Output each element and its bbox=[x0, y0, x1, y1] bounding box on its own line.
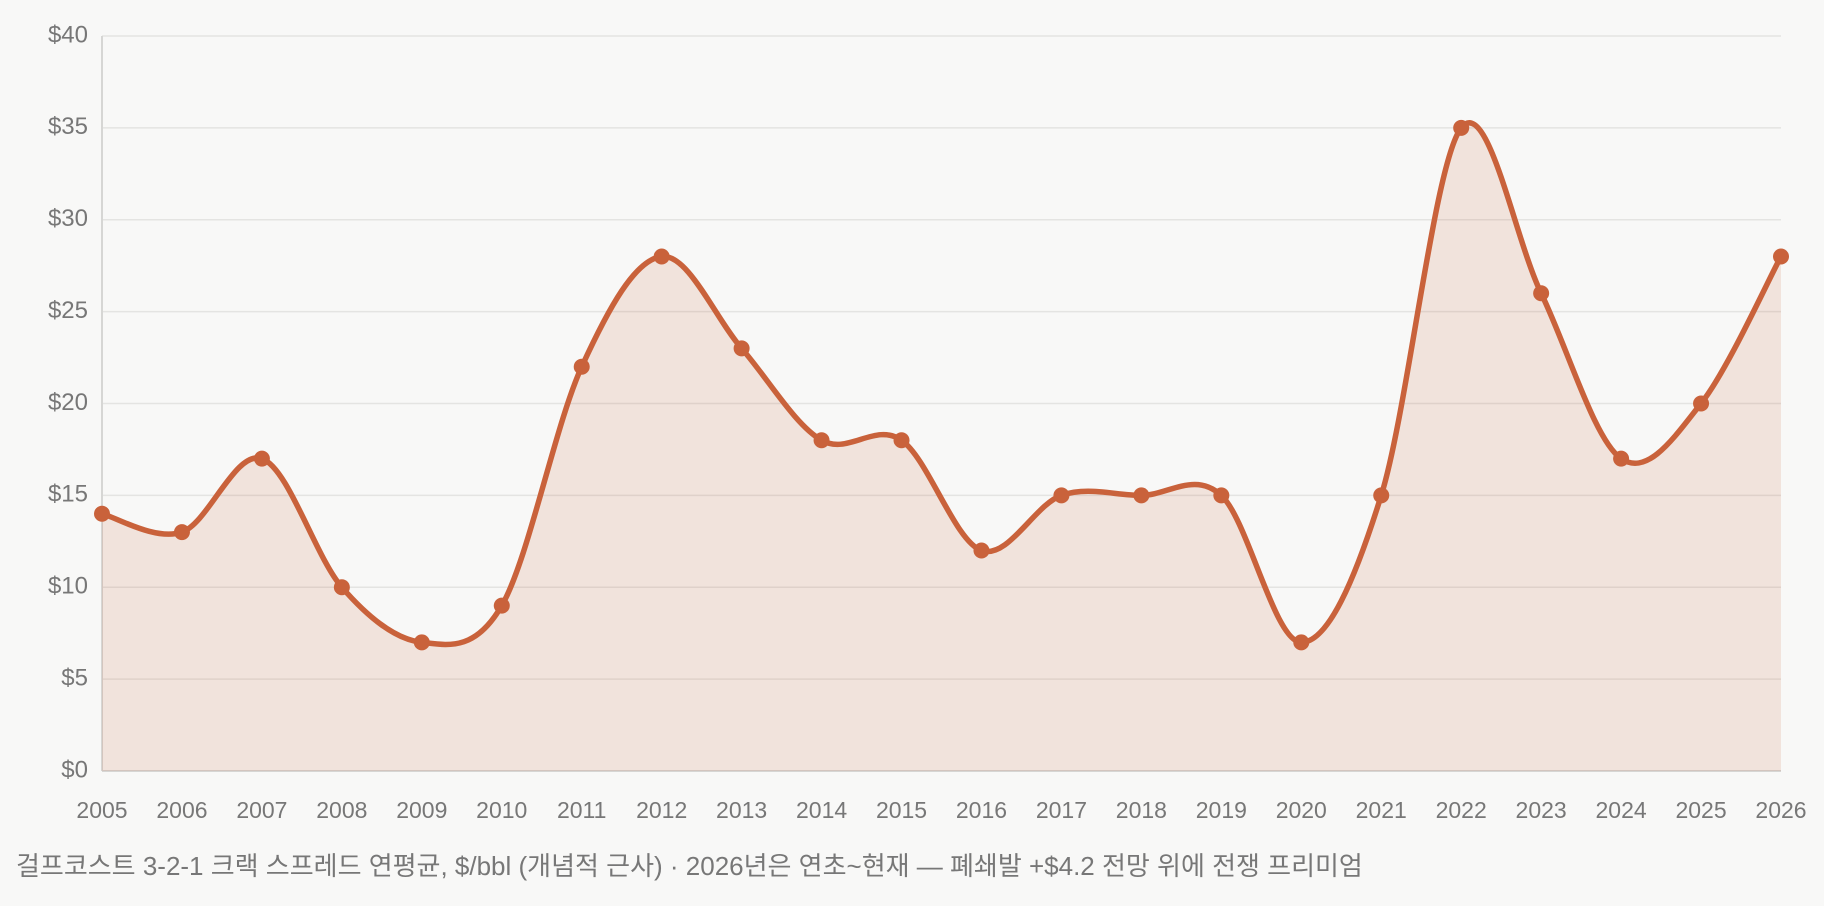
point bbox=[573, 358, 590, 375]
x-tick-label: 2008 bbox=[316, 797, 367, 823]
x-tick-label: 2024 bbox=[1596, 797, 1647, 823]
chart-caption: 걸프코스트 3-2-1 크랙 스프레드 연평균, $/bbl (개념적 근사) … bbox=[16, 851, 1363, 881]
x-tick-label: 2017 bbox=[1036, 797, 1087, 823]
point bbox=[973, 542, 990, 559]
point bbox=[1773, 248, 1789, 265]
x-tick-label: 2010 bbox=[476, 797, 527, 823]
point bbox=[253, 450, 270, 467]
point bbox=[653, 248, 670, 265]
point bbox=[333, 579, 350, 596]
point bbox=[1133, 487, 1150, 504]
y-tick-label: $5 bbox=[61, 664, 88, 691]
x-tick-label: 2007 bbox=[236, 797, 287, 823]
area bbox=[102, 122, 1781, 772]
x-tick-label: 2018 bbox=[1116, 797, 1167, 823]
point bbox=[1373, 487, 1390, 504]
point bbox=[1693, 395, 1710, 412]
point bbox=[413, 634, 430, 651]
point bbox=[1453, 119, 1470, 136]
y-tick-label: $30 bbox=[48, 205, 88, 232]
y-tick-label: $10 bbox=[48, 573, 88, 600]
point bbox=[1213, 487, 1230, 504]
y-tick-label: $40 bbox=[48, 21, 88, 48]
x-tick-label: 2025 bbox=[1675, 797, 1726, 823]
point bbox=[1053, 487, 1070, 504]
x-tick-label: 2022 bbox=[1436, 797, 1487, 823]
point bbox=[173, 524, 190, 541]
y-tick-label: $0 bbox=[61, 756, 88, 783]
x-tick-label: 2015 bbox=[876, 797, 927, 823]
point bbox=[813, 432, 830, 449]
x-tick-label: 2026 bbox=[1755, 797, 1806, 823]
y-tick-label: $20 bbox=[48, 389, 88, 416]
x-tick-label: 2009 bbox=[396, 797, 447, 823]
x-tick-label: 2011 bbox=[557, 797, 606, 823]
point bbox=[94, 505, 110, 522]
x-tick-label: 2019 bbox=[1196, 797, 1247, 823]
x-tick-label: 2020 bbox=[1276, 797, 1327, 823]
point bbox=[1613, 450, 1630, 467]
point bbox=[893, 432, 910, 449]
x-tick-label: 2014 bbox=[796, 797, 847, 823]
point bbox=[1533, 285, 1550, 302]
point bbox=[733, 340, 750, 357]
x-tick-label: 2012 bbox=[636, 797, 687, 823]
x-tick-label: 2023 bbox=[1516, 797, 1567, 823]
x-tick-label: 2006 bbox=[156, 797, 207, 823]
y-tick-label: $15 bbox=[48, 481, 88, 508]
point bbox=[493, 597, 510, 614]
x-tick-label: 2016 bbox=[956, 797, 1007, 823]
x-tick-label: 2013 bbox=[716, 797, 767, 823]
x-tick-label: 2021 bbox=[1356, 797, 1407, 823]
y-tick-label: $35 bbox=[48, 113, 88, 140]
point bbox=[1293, 634, 1310, 651]
x-tick-label: 2005 bbox=[76, 797, 127, 823]
y-tick-label: $25 bbox=[48, 297, 88, 324]
